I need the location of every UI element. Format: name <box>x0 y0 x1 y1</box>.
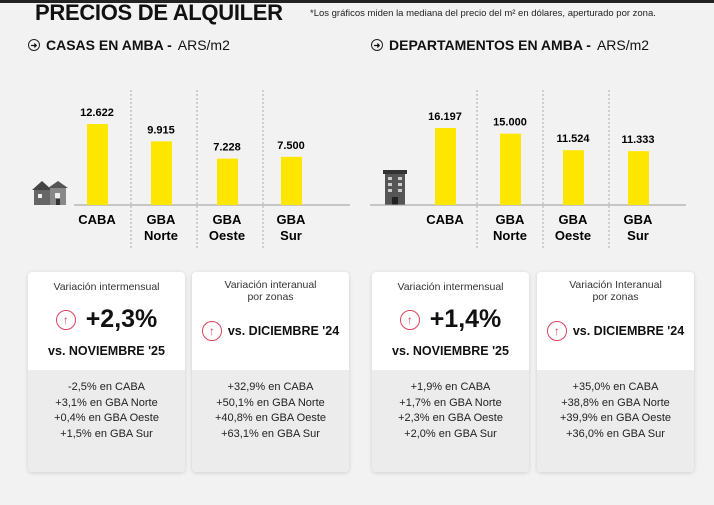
house-icon <box>32 181 68 205</box>
section-unit: ARS/m2 <box>177 37 230 53</box>
zone-line: +32,9% en CABA <box>227 381 314 393</box>
zone-line: +50,1% en GBA Norte <box>216 396 325 409</box>
arrow-up-circle-icon: ↑ <box>55 309 76 330</box>
category-label: Oeste <box>555 228 591 243</box>
zone-line: +3,1% en GBA Norte <box>55 396 158 409</box>
zone-line: +35,0% en CABA <box>572 381 659 393</box>
data-label: 12.622 <box>80 107 114 119</box>
arrow-right-circle-icon: ➜ <box>28 39 40 51</box>
category-label: GBA <box>624 212 654 227</box>
comparison-period: vs. DICIEMBRE '24 <box>572 324 685 338</box>
arrow-right-circle-icon: ➜ <box>371 39 383 51</box>
zone-line: +39,9% en GBA Oeste <box>560 412 671 424</box>
zone-breakdown: +1,9% en CABA +1,7% en GBA Norte +2,3% en … <box>372 370 529 472</box>
data-label: 16.197 <box>428 111 462 123</box>
card-label: Variación intermensual <box>397 281 504 293</box>
variation-card: Variación Interanual por zonas ↑ vs. DICI… <box>537 272 694 472</box>
variation-card: Variación interanual por zonas ↑ vs. DICI… <box>192 272 349 472</box>
bar <box>435 128 456 205</box>
category-label: GBA <box>277 212 307 227</box>
data-label: 11.333 <box>621 134 654 146</box>
comparison-period: vs. DICIEMBRE '24 <box>227 324 340 338</box>
bar <box>500 133 521 205</box>
arrow-up-circle-icon: ↑ <box>201 321 222 341</box>
category-label: Sur <box>627 228 649 243</box>
zone-line: +1,5% en GBA Sur <box>60 427 153 440</box>
category-label: Sur <box>280 228 302 243</box>
zone-line: +2,3% en GBA Oeste <box>398 412 503 424</box>
zone-line: +40,8% en GBA Oeste <box>215 412 326 424</box>
category-label: GBA <box>147 212 177 227</box>
category-label: CABA <box>426 212 464 227</box>
card-label: Variación intermensual <box>53 281 160 293</box>
zone-breakdown: -2,5% en CABA +3,1% en GBA Norte +0,4% en … <box>28 370 185 472</box>
zone-breakdown: +32,9% en CABA +50,1% en GBA Norte +40,8% … <box>192 370 349 472</box>
category-label: CABA <box>78 212 116 227</box>
zone-line: +36,0% en GBA Sur <box>566 427 665 440</box>
variation-card: Variación intermensual ↑ +1,4% vs. NOVIEM… <box>372 272 529 472</box>
data-label: 7.228 <box>213 142 241 154</box>
zone-line: +63,1% en GBA Sur <box>221 427 320 440</box>
variation-card: Variación intermensual ↑ +2,3% vs. NOVIEM… <box>28 272 185 472</box>
card-label: Variación interanual por zonas <box>224 279 317 303</box>
data-label: 15.000 <box>493 117 527 129</box>
footnote: *Los gráficos miden la mediana del preci… <box>310 8 656 19</box>
comparison-period: vs. NOVIEMBRE '25 <box>392 344 509 358</box>
zone-line: +2,0% en GBA Sur <box>404 427 497 440</box>
variation-value: +1,4% <box>429 305 502 333</box>
data-label: 7.500 <box>277 140 305 152</box>
page-title: PRECIOS DE ALQUILER <box>35 0 283 25</box>
comparison-period: vs. NOVIEMBRE '25 <box>48 344 165 358</box>
bar-charts: 12.622CABA9.915GBANorte7.228GBAOeste7.50… <box>32 90 686 250</box>
category-label: Norte <box>493 228 527 243</box>
zone-line: +1,7% en GBA Norte <box>399 396 502 409</box>
bar <box>151 141 172 205</box>
bar <box>563 150 584 205</box>
arrow-up-circle-icon: ↑ <box>546 321 567 341</box>
arrow-up-circle-icon: ↑ <box>399 309 420 330</box>
bar <box>87 124 108 205</box>
building-icon <box>383 170 407 205</box>
zone-breakdown: +35,0% en CABA +38,8% en GBA Norte +39,9% … <box>537 370 694 472</box>
category-label: Oeste <box>209 228 245 243</box>
bar <box>628 151 649 205</box>
bar <box>217 158 238 205</box>
zone-line: +38,8% en GBA Norte <box>561 396 670 409</box>
category-label: GBA <box>559 212 589 227</box>
zone-line: +1,9% en CABA <box>410 381 491 393</box>
section-title: CASAS EN AMBA - <box>46 37 172 53</box>
bar <box>281 156 302 205</box>
section-casas: ➜ CASAS EN AMBA - ARS/m2 <box>28 37 230 53</box>
zone-line: +0,4% en GBA Oeste <box>54 412 159 424</box>
data-label: 11.524 <box>556 133 590 145</box>
data-label: 9.915 <box>147 124 175 136</box>
top-border <box>0 0 714 3</box>
category-label: GBA <box>496 212 526 227</box>
zone-line: -2,5% en CABA <box>67 381 146 393</box>
section-departamentos: ➜ DEPARTAMENTOS EN AMBA - ARS/m2 <box>371 37 649 53</box>
category-label: Norte <box>144 228 178 243</box>
section-unit: ARS/m2 <box>596 37 650 53</box>
section-title: DEPARTAMENTOS EN AMBA - <box>389 37 591 53</box>
variation-value: +2,3% <box>85 305 158 333</box>
card-label: Variación Interanual por zonas <box>569 279 662 303</box>
category-label: GBA <box>213 212 243 227</box>
